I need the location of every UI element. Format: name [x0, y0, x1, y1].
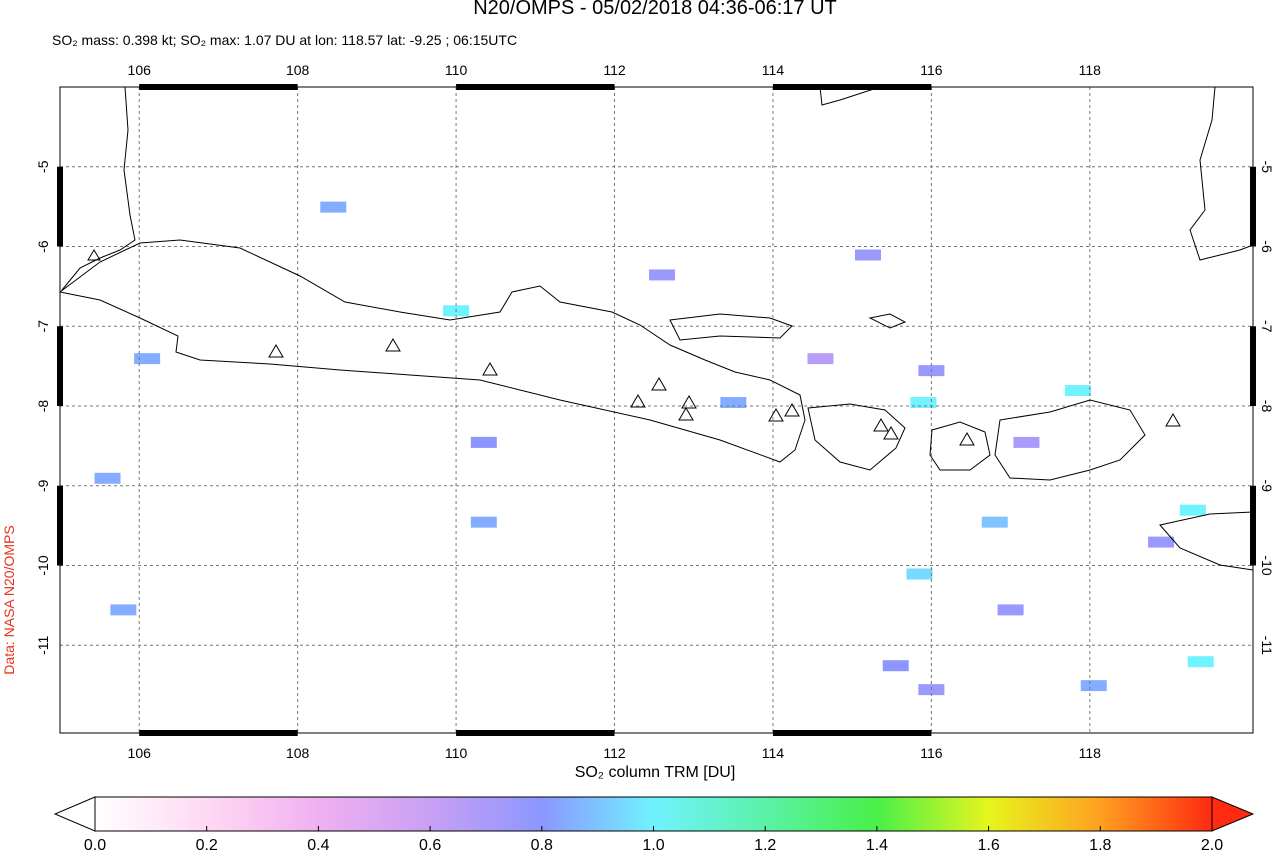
map-frame: 106 106 108 108 110 110 112 112 114 114 116 116 118 1…: [35, 62, 1272, 761]
coastline: [1189, 87, 1253, 261]
volcano-marker: [681, 395, 697, 409]
volcano-marker: [784, 403, 800, 417]
coastline: [868, 313, 907, 329]
lat-label-left: -11: [35, 635, 51, 654]
lat-label-right: -7: [1259, 320, 1272, 333]
lat-label-left: -10: [35, 555, 51, 575]
so2-pixel: [110, 604, 137, 616]
lon-label-bottom: 116: [920, 745, 943, 761]
subtitle: SO₂ mass: 0.398 kt; SO₂ max: 1.07 DU at …: [52, 32, 517, 48]
map-area: [60, 87, 1253, 733]
lat-label-right: -11: [1259, 636, 1272, 655]
lon-label-top: 114: [762, 62, 785, 78]
lat-label-left: -8: [35, 400, 51, 413]
lon-label-bottom: 114: [762, 745, 785, 761]
colorbar: SO₂ column TRM [DU] 0.0 0.2 0.4 0.6 0.8 1.0 1.…: [53, 764, 1255, 854]
colorbar-label: SO₂ column TRM [DU]: [575, 764, 736, 781]
so2-pixel: [910, 397, 937, 409]
lat-label-left: -5: [35, 160, 51, 173]
coastline: [1159, 511, 1253, 571]
coastline: [929, 421, 991, 471]
lon-label-top: 110: [445, 62, 468, 78]
colorbar-tick-label: 0.8: [531, 837, 553, 853]
lat-label-left: -9: [35, 479, 51, 492]
lat-label-right: -9: [1259, 480, 1272, 493]
volcano-marker: [630, 394, 646, 408]
so2-pixel: [1148, 536, 1175, 548]
volcano-marker: [268, 344, 284, 358]
coastline: [669, 313, 793, 341]
so2-pixel: [1013, 436, 1040, 448]
lat-label-left: -6: [35, 240, 51, 253]
colorbar-tick-label: 1.8: [1089, 837, 1111, 853]
colorbar-tick-label: 0.0: [84, 837, 106, 853]
so2-pixel: [470, 516, 497, 528]
colorbar-tick-label: 0.4: [307, 837, 329, 853]
so2-pixel: [855, 249, 882, 261]
coastline: [61, 87, 136, 291]
lon-label-bottom: 110: [445, 745, 468, 761]
volcano-marker: [385, 338, 401, 352]
lon-label-bottom: 118: [1079, 745, 1102, 761]
so2-pixel: [134, 353, 161, 365]
so2-pixel: [720, 397, 747, 409]
so2-pixel: [906, 568, 933, 580]
lat-label-right: -10: [1259, 555, 1272, 575]
lon-label-bottom: 108: [286, 745, 310, 761]
so2-pixel: [94, 472, 121, 484]
colorbar-gradient: [94, 796, 1213, 832]
colorbar-tick-label: 0.6: [419, 837, 441, 853]
volcano-marker: [1165, 413, 1181, 427]
lon-label-top: 108: [286, 62, 310, 78]
colorbar-tick-label: 1.0: [642, 837, 664, 853]
colorbar-tick-label: 1.2: [754, 837, 776, 853]
so2-pixel: [470, 436, 497, 448]
coastline: [819, 87, 881, 106]
lon-label-bottom: 106: [128, 745, 152, 761]
so2-pixel: [1064, 385, 1091, 397]
volcano-marker: [482, 362, 498, 376]
lat-label-right: -6: [1259, 240, 1272, 253]
lon-label-top: 118: [1079, 62, 1102, 78]
colorbar-tick-label: 2.0: [1201, 837, 1223, 853]
frame-border: [59, 86, 1254, 734]
lon-label-top: 106: [128, 62, 152, 78]
colorbar-tick-label: 0.2: [196, 837, 218, 853]
so2-pixel: [1179, 504, 1206, 516]
colorbar-tick-label: 1.4: [866, 837, 888, 853]
so2-pixel: [807, 353, 834, 365]
volcano-marker: [651, 377, 667, 391]
title: N20/OMPS - 05/02/2018 04:36-06:17 UT: [473, 0, 837, 19]
coastline: [994, 399, 1146, 481]
lat-label-right: -8: [1259, 400, 1272, 413]
volcano-marker: [87, 249, 101, 261]
colorbar-over: [1211, 796, 1255, 832]
so2-pixel: [1187, 656, 1214, 668]
so2-pixel: [882, 660, 909, 672]
coastline: [807, 403, 906, 471]
volcano-marker: [873, 418, 889, 432]
coastlines: [60, 87, 1253, 571]
volcano-marker: [883, 426, 899, 440]
lon-label-bottom: 112: [603, 745, 626, 761]
grid: [60, 87, 1253, 733]
lat-label-right: -5: [1259, 161, 1272, 174]
coastline: [60, 239, 806, 463]
so2-pixel: [997, 604, 1024, 616]
colorbar-under: [53, 796, 96, 832]
lon-label-top: 116: [920, 62, 943, 78]
so2-pixel: [320, 201, 347, 213]
credit: Data: NASA N20/OMPS: [1, 525, 17, 674]
lat-label-left: -7: [35, 320, 51, 333]
so2-pixel: [1080, 680, 1107, 692]
so2-pixel: [649, 269, 676, 281]
volcano-marker: [678, 407, 694, 421]
volcanoes: [87, 249, 1181, 446]
lon-label-top: 112: [603, 62, 626, 78]
colorbar-tick-label: 1.6: [977, 837, 999, 853]
volcano-marker: [768, 408, 784, 422]
volcano-marker: [959, 432, 975, 446]
so2-pixel: [981, 516, 1008, 528]
